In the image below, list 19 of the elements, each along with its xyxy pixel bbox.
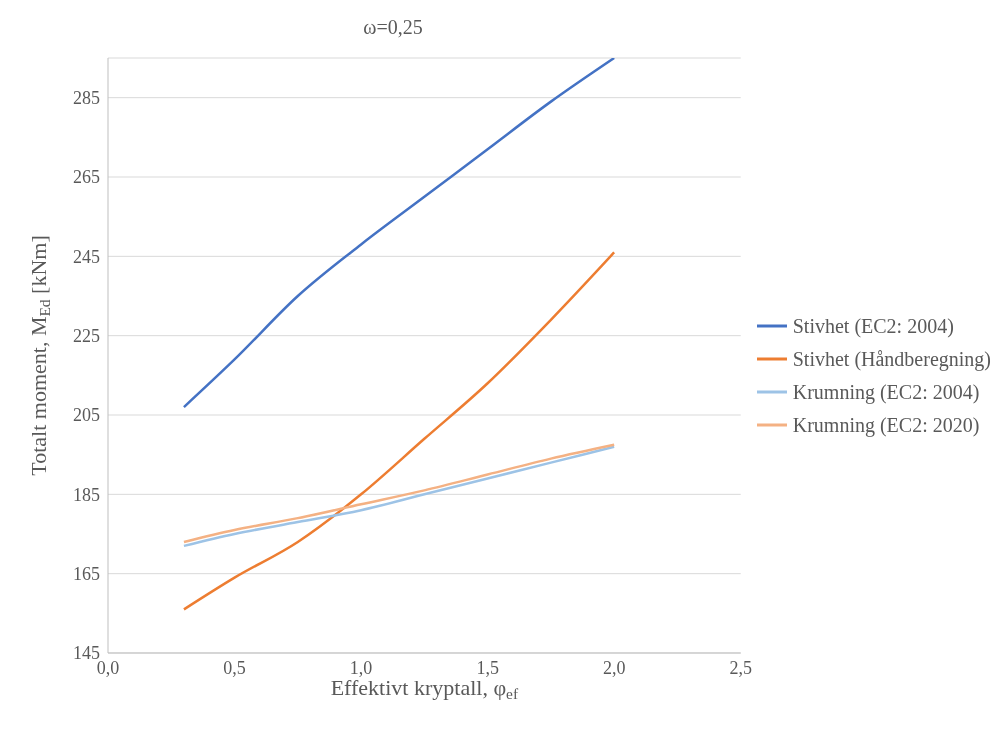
line-series xyxy=(182,251,616,611)
x-tick-label: 1,5 xyxy=(476,657,499,678)
x-tick-label: 1,0 xyxy=(349,657,373,678)
y-tick-label: 205 xyxy=(73,405,100,426)
y-tick-label: 185 xyxy=(73,484,100,505)
legend-label: Krumning (EC2: 2020) xyxy=(792,413,980,437)
y-tick-label: 285 xyxy=(73,88,100,109)
legend-label: Krumning (EC2: 2004) xyxy=(792,380,980,404)
y-tick-label: 265 xyxy=(73,167,100,188)
legend-label: Stivhet (EC2: 2004) xyxy=(792,314,954,338)
x-tick-label: 2,0 xyxy=(602,657,626,678)
line-series xyxy=(182,58,616,409)
x-tick-label: 0,5 xyxy=(223,657,246,678)
y-tick-label: 245 xyxy=(73,246,100,267)
chart-title: ω=0,25 xyxy=(362,16,424,39)
y-tick-label: 165 xyxy=(73,564,100,585)
y-tick-label: 225 xyxy=(73,326,100,347)
legend-label: Stivhet (Håndberegning) xyxy=(792,347,991,371)
x-tick-label: 2,5 xyxy=(729,657,752,678)
